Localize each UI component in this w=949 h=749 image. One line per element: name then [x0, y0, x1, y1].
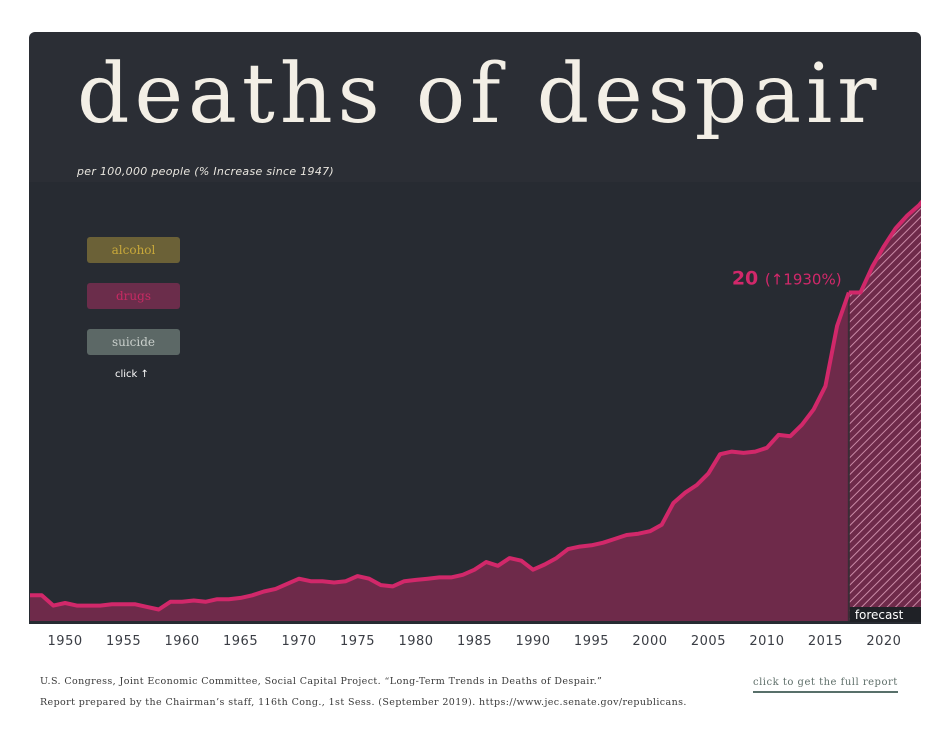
citation-line-1: U.S. Congress, Joint Economic Committee,… — [40, 676, 603, 687]
x-tick-label: 1955 — [106, 634, 141, 649]
citation-line-2: Report prepared by the Chairman’s staff,… — [40, 697, 687, 708]
x-tick-label: 1970 — [281, 634, 316, 649]
click-hint: click ↑ — [115, 369, 149, 380]
x-tick-label: 1985 — [457, 634, 492, 649]
x-tick-label: 1995 — [574, 634, 609, 649]
deaths-chart: forecast 20 (↑1930%) 1950 1955 1960 1965 1970… — [30, 199, 921, 649]
x-tick-label: 2000 — [632, 634, 667, 649]
x-tick-label: 1980 — [398, 634, 433, 649]
x-tick-label: 2015 — [808, 634, 843, 649]
suicide-button[interactable]: suicide — [87, 329, 180, 355]
x-tick-label: 2005 — [691, 634, 726, 649]
forecast-label: forecast — [855, 608, 904, 622]
full-report-link[interactable]: click to get the full report — [753, 677, 898, 693]
alcohol-button[interactable]: alcohol — [87, 237, 180, 263]
forecast-label-bg — [849, 607, 921, 622]
x-tick-label: 1965 — [223, 634, 258, 649]
page-title: deaths of despair — [77, 47, 882, 142]
x-tick-label: 2010 — [749, 634, 784, 649]
drugs-button[interactable]: drugs — [87, 283, 180, 309]
chart-subtitle: per 100,000 people (% Increase since 194… — [77, 165, 335, 178]
drugs-line — [30, 291, 851, 612]
x-tick-label: 1990 — [515, 634, 550, 649]
forecast-area — [848, 205, 921, 621]
x-tick-label: 1950 — [48, 634, 83, 649]
x-tick-label: 2020 — [866, 634, 901, 649]
drugs-area — [30, 292, 849, 621]
value-annotation: 20 (↑1930%) — [732, 268, 842, 290]
x-tick-label: 1975 — [340, 634, 375, 649]
x-tick-label: 1960 — [165, 634, 200, 649]
forecast-line — [848, 199, 921, 295]
chart-panel: deaths of despair per 100,000 people (% … — [29, 32, 921, 624]
